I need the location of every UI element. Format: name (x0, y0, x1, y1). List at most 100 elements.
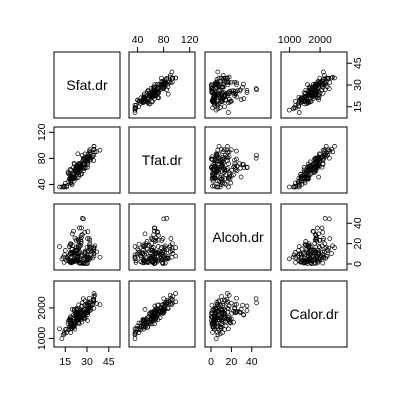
data-point (326, 216, 332, 222)
data-point (309, 93, 315, 99)
data-point (150, 313, 155, 319)
y-tick-label: 0 (352, 261, 364, 267)
data-point (69, 258, 75, 263)
data-point (132, 252, 138, 258)
panel-frame (53, 203, 121, 271)
data-point (79, 300, 85, 306)
data-point (62, 252, 67, 258)
data-point (325, 152, 330, 158)
data-point (164, 216, 170, 221)
data-point (218, 182, 224, 187)
data-point (226, 110, 231, 115)
panel-frame (280, 126, 348, 194)
panel-Tfat.dr-vs-Alcoh.dr (204, 126, 272, 194)
data-point (85, 251, 91, 257)
data-point (142, 231, 148, 237)
data-point (140, 244, 146, 249)
data-point (132, 255, 138, 260)
data-point (212, 320, 217, 326)
data-point (293, 183, 298, 189)
data-point (145, 325, 150, 330)
data-point (132, 110, 138, 115)
data-point (241, 81, 246, 87)
data-point (244, 303, 250, 309)
data-point (72, 247, 78, 253)
data-point (90, 301, 95, 307)
panel-frame (204, 51, 272, 119)
data-point (173, 245, 178, 250)
data-point (62, 327, 68, 332)
data-point (167, 292, 173, 298)
data-point (61, 183, 67, 189)
data-point (84, 155, 89, 161)
data-point (220, 330, 225, 335)
data-point (157, 315, 163, 320)
data-point (244, 308, 250, 313)
data-point (314, 88, 320, 94)
data-point (306, 244, 311, 249)
panel-Alcoh.dr-vs-Tfat.dr (128, 203, 196, 271)
data-point (57, 244, 62, 249)
data-point (306, 91, 312, 97)
data-point (151, 261, 157, 266)
data-point (209, 165, 214, 171)
panel-Tfat.dr-vs-Tfat.dr: Tfat.dr (128, 126, 196, 194)
data-point (226, 100, 231, 106)
data-point (298, 259, 303, 265)
data-point (150, 247, 156, 253)
data-point (85, 158, 90, 164)
data-point (76, 250, 82, 255)
data-point (301, 165, 307, 170)
data-point (146, 101, 151, 106)
data-point (241, 96, 247, 101)
data-point (318, 254, 324, 259)
data-point (329, 251, 334, 256)
panel-Sfat.dr-vs-Alcoh.dr (204, 51, 272, 119)
data-point (233, 91, 239, 97)
data-point (215, 184, 220, 190)
data-point (321, 77, 327, 82)
x-tick-label: 1000 (278, 34, 302, 46)
data-point (213, 170, 219, 176)
data-point (225, 144, 230, 149)
data-point (132, 102, 138, 108)
panel-Sfat.dr-vs-Calor.dr (280, 51, 348, 119)
data-point (170, 294, 176, 299)
data-point (151, 245, 156, 250)
data-point (218, 79, 223, 84)
data-point (75, 167, 81, 173)
data-point (312, 247, 317, 253)
data-point (141, 258, 146, 263)
x-tick-label: 2000 (308, 34, 332, 46)
data-point (165, 84, 171, 90)
data-point (253, 86, 259, 91)
data-point (142, 307, 148, 312)
data-point (85, 308, 90, 314)
data-point (133, 105, 139, 111)
data-point (312, 257, 317, 263)
data-point (87, 151, 93, 157)
panel-Sfat.dr-vs-Sfat.dr: Sfat.dr (53, 51, 121, 119)
data-point (322, 147, 328, 153)
y-tick-label: 120 (36, 123, 48, 141)
data-point (87, 241, 93, 247)
data-point (296, 244, 302, 249)
data-point (303, 170, 309, 176)
panel-frame (204, 203, 272, 271)
data-point (140, 100, 146, 106)
data-point (66, 257, 71, 263)
data-point (223, 175, 228, 181)
data-point (286, 107, 292, 113)
data-point (217, 184, 223, 190)
data-point (226, 317, 231, 322)
data-point (314, 250, 320, 256)
data-point (169, 79, 175, 85)
data-point (146, 318, 151, 324)
data-point (152, 303, 158, 309)
data-point (226, 80, 232, 86)
data-point (218, 326, 224, 331)
data-point (132, 336, 138, 342)
data-point (305, 175, 311, 181)
data-point (147, 248, 152, 254)
data-point (231, 88, 236, 94)
